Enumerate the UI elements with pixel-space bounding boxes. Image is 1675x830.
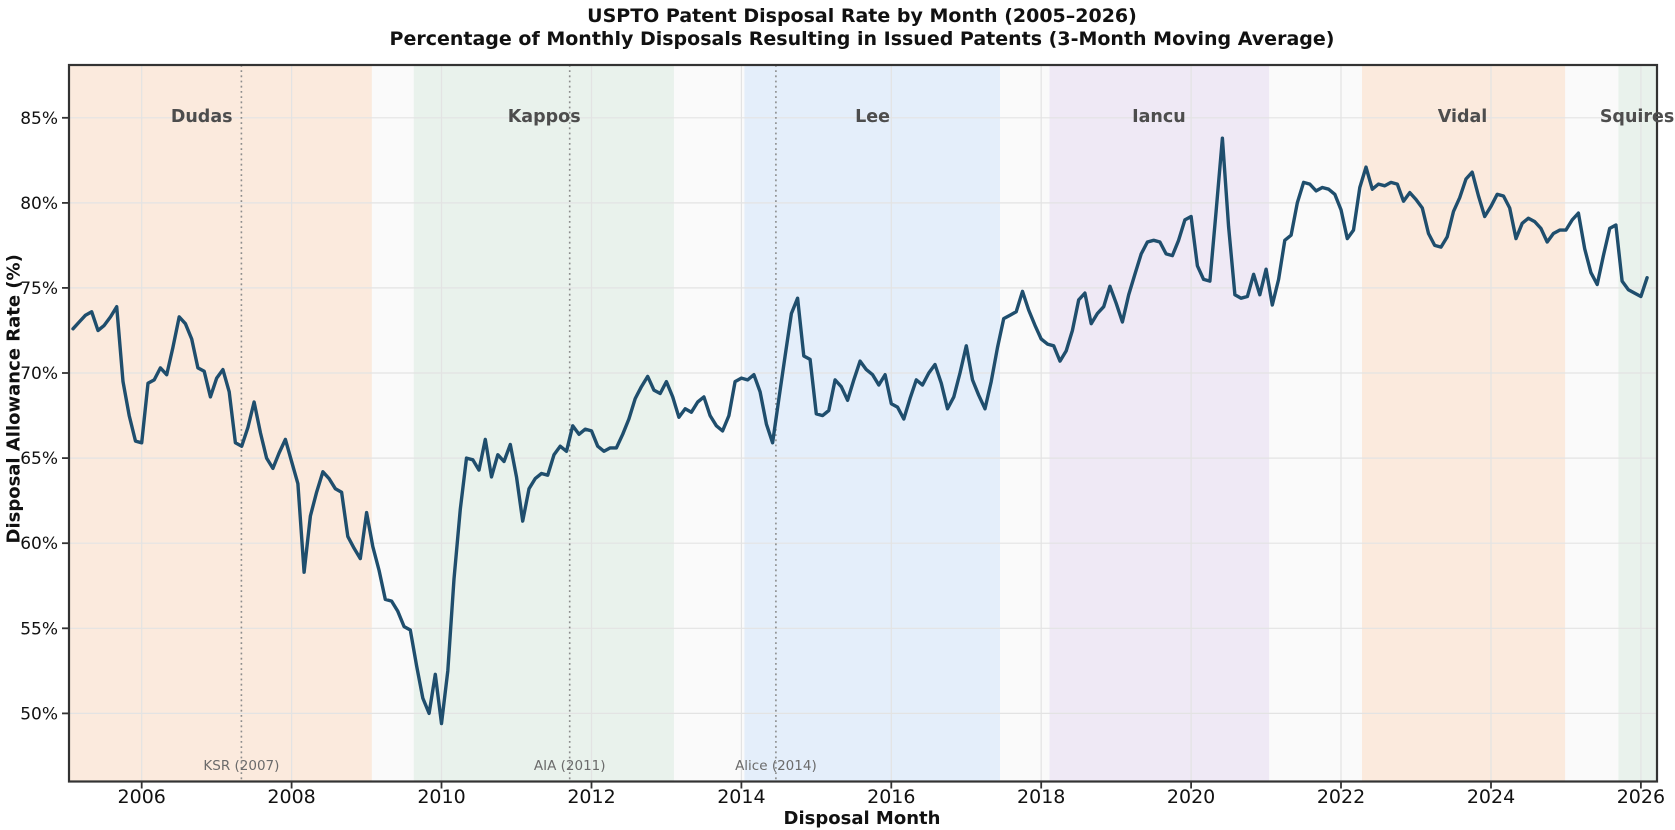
event-label: AIA (2011) — [534, 758, 606, 774]
era-label-kappos: Kappos — [508, 107, 581, 127]
x-axis-label: Disposal Month — [783, 808, 941, 829]
chart-subtitle: Percentage of Monthly Disposals Resultin… — [389, 28, 1335, 50]
x-tick-label: 2020 — [1167, 786, 1215, 808]
gridlines — [69, 65, 1657, 782]
era-band-vidal — [1362, 65, 1566, 782]
era-label-squires: Squires — [1600, 107, 1675, 127]
era-label-iancu: Iancu — [1132, 107, 1186, 127]
event-label: KSR (2007) — [203, 758, 279, 774]
y-tick-label: 50% — [20, 704, 58, 724]
x-tick-label: 2006 — [118, 786, 166, 808]
event-label: Alice (2014) — [735, 758, 817, 774]
y-tick-label: 70% — [20, 364, 58, 384]
y-tick-labels: 50% 55% 60% 65% 70% 75% 80% 85% — [20, 109, 58, 725]
x-tick-label: 2012 — [567, 786, 615, 808]
era-band-kappos — [413, 65, 674, 782]
era-band-lee — [744, 65, 1000, 782]
x-tick-labels: 2006 2008 2010 2012 2014 2016 2018 2020 2022 2024… — [118, 786, 1666, 808]
era-band-squires — [1618, 65, 1657, 782]
x-tick-label: 2022 — [1317, 786, 1365, 808]
x-tick-label: 2016 — [867, 786, 915, 808]
y-tick-label: 60% — [20, 534, 58, 554]
era-band-iancu — [1049, 65, 1270, 782]
y-tick-label: 80% — [20, 194, 58, 214]
era-label-dudas: Dudas — [171, 107, 233, 127]
x-tick-label: 2010 — [417, 786, 465, 808]
chart-title: USPTO Patent Disposal Rate by Month (200… — [587, 5, 1137, 27]
y-axis-label: Disposal Allowance Rate (%) — [3, 254, 25, 544]
x-tick-label: 2014 — [717, 786, 765, 808]
plot-frame — [67, 63, 1659, 783]
x-tick-label: 2008 — [267, 786, 315, 808]
x-tick-label: 2026 — [1617, 786, 1665, 808]
event-labels: KSR (2007) AIA (2011) Alice (2014) — [203, 758, 816, 774]
x-tick-label: 2018 — [1017, 786, 1065, 808]
x-tick-label: 2024 — [1467, 786, 1515, 808]
allowance-rate-line — [71, 136, 1649, 726]
era-labels: Dudas Kappos Lee Iancu Vidal Squires — [171, 107, 1675, 127]
era-band-dudas — [69, 65, 372, 782]
y-tick-label: 85% — [20, 109, 58, 129]
era-label-vidal: Vidal — [1438, 107, 1488, 127]
y-tick-label: 65% — [20, 449, 58, 469]
era-label-lee: Lee — [855, 107, 890, 127]
y-tick-label: 75% — [20, 279, 58, 299]
tick-marks — [62, 116, 1642, 789]
y-tick-label: 55% — [20, 619, 58, 639]
